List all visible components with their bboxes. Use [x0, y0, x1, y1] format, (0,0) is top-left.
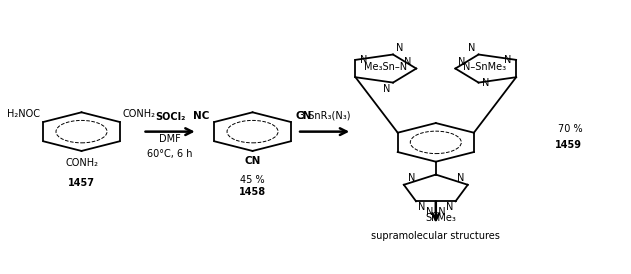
Text: N: N	[445, 202, 453, 212]
Text: 3 SnR₃(N₃): 3 SnR₃(N₃)	[299, 111, 350, 121]
Text: CN: CN	[244, 156, 261, 166]
Text: N: N	[458, 57, 466, 67]
Text: N–N: N–N	[426, 207, 445, 217]
Text: N: N	[396, 43, 403, 53]
Text: N–SnMe₃: N–SnMe₃	[463, 62, 506, 72]
Text: N: N	[418, 202, 426, 212]
Text: Me₃Sn–N: Me₃Sn–N	[364, 62, 407, 72]
Text: N: N	[404, 57, 411, 67]
Text: CONH₂: CONH₂	[122, 109, 156, 119]
Text: N: N	[504, 55, 511, 65]
Text: CN: CN	[295, 111, 312, 121]
Text: H₂NOC: H₂NOC	[8, 109, 40, 119]
Text: 1459: 1459	[555, 140, 582, 150]
Text: N: N	[481, 78, 489, 88]
Text: N: N	[360, 55, 368, 65]
Text: 1457: 1457	[68, 178, 95, 188]
Text: N: N	[408, 173, 415, 183]
Text: SnMe₃: SnMe₃	[425, 213, 456, 223]
Text: supramolecular structures: supramolecular structures	[372, 231, 500, 241]
Text: N: N	[468, 43, 476, 53]
Text: 60°C, 6 h: 60°C, 6 h	[147, 149, 193, 159]
Text: 1458: 1458	[239, 187, 266, 197]
Text: NC: NC	[193, 111, 209, 121]
Text: 70 %: 70 %	[558, 124, 582, 134]
Text: DMF: DMF	[159, 134, 181, 144]
Text: N: N	[457, 173, 464, 183]
Text: N: N	[382, 84, 390, 94]
Text: CONH₂: CONH₂	[65, 158, 98, 168]
Text: SOCl₂: SOCl₂	[155, 112, 186, 122]
Text: 45 %: 45 %	[240, 175, 265, 185]
